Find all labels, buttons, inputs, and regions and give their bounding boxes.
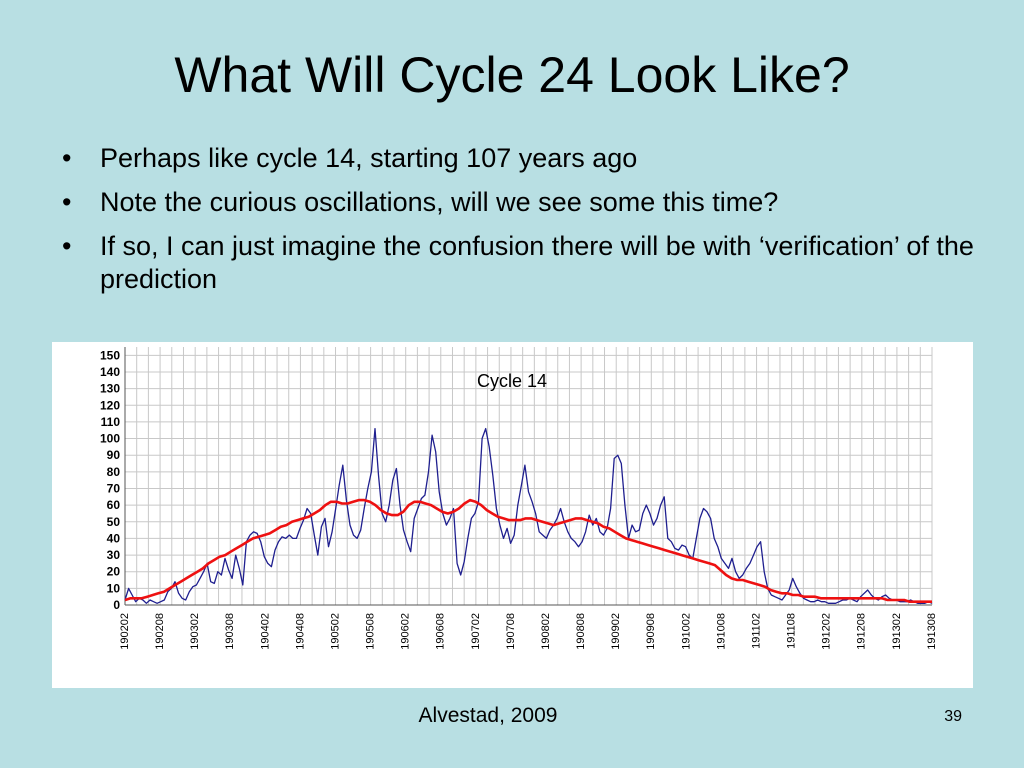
- slide-title: What Will Cycle 24 Look Like?: [174, 47, 850, 103]
- x-tick-label: 191008: [715, 613, 727, 650]
- x-tick-label: 190508: [365, 613, 377, 650]
- x-tick-label: 190802: [540, 613, 552, 650]
- x-tick-label: 190502: [329, 613, 341, 650]
- x-tick-label: 190402: [259, 613, 271, 650]
- x-tick-label: 190702: [470, 613, 482, 650]
- x-tick-label: 191102: [750, 613, 762, 649]
- y-tick-label: 90: [107, 448, 121, 462]
- y-tick-label: 100: [100, 432, 120, 446]
- x-tick-label: 190708: [505, 613, 517, 650]
- x-tick-label: 190302: [189, 613, 201, 650]
- bullet-text: If so, I can just imagine the confusion …: [100, 231, 974, 294]
- bullet-text: Perhaps like cycle 14, starting 107 year…: [100, 143, 638, 173]
- smoothed-series-line: [124, 498, 932, 604]
- y-tick-label: 60: [107, 498, 121, 512]
- chart-svg: 0 10 20 30 40 50 60 70 80 90 100 110 120 130 140 150 190…: [100, 347, 938, 650]
- x-tick-label: 190408: [294, 613, 306, 650]
- x-tick-label: 190902: [610, 613, 622, 650]
- y-tick-label: 120: [100, 398, 120, 412]
- bullet-list: • Perhaps like cycle 14, starting 107 yea…: [62, 142, 982, 307]
- chart-annotation: Cycle 14: [477, 371, 547, 391]
- bullet-text: Note the curious oscillations, will we s…: [100, 187, 779, 217]
- x-tick-label: 190808: [575, 613, 587, 650]
- citation: Alvestad, 2009: [418, 704, 558, 727]
- bullet-glyph: •: [62, 231, 72, 261]
- x-tick-label: 190308: [224, 613, 236, 650]
- x-tick-label: 191208: [856, 613, 868, 650]
- y-tick-label: 10: [107, 581, 121, 595]
- y-tick-label: 130: [100, 382, 120, 396]
- x-tick-label: 191202: [821, 613, 833, 650]
- y-tick-label: 0: [113, 598, 120, 612]
- x-tick-label: 191308: [926, 613, 938, 650]
- y-tick-label: 110: [101, 415, 121, 429]
- bullet-item: • Perhaps like cycle 14, starting 107 yea…: [62, 142, 982, 175]
- x-tick-label: 190908: [645, 613, 657, 650]
- sunspot-chart: 0 10 20 30 40 50 60 70 80 90 100 110 120 130 140 150 190…: [52, 342, 973, 688]
- x-tick-label: 190208: [154, 613, 166, 650]
- x-tick-label: 191002: [680, 613, 692, 650]
- slide-number: 39: [944, 708, 962, 725]
- x-tick-label: 190602: [400, 613, 412, 650]
- x-tick-label: 190202: [119, 613, 131, 650]
- y-tick-label: 30: [107, 548, 121, 562]
- x-tick-label: 191302: [891, 613, 903, 650]
- bullet-glyph: •: [62, 187, 72, 217]
- bullet-item: • If so, I can just imagine the confusion…: [62, 230, 982, 296]
- y-tick-label: 50: [107, 515, 121, 529]
- y-tick-label: 40: [107, 531, 121, 545]
- y-tick-label: 80: [107, 465, 121, 479]
- x-tick-label: 190608: [435, 613, 447, 650]
- monthly-series-line: [124, 427, 933, 604]
- bullet-item: • Note the curious oscillations, will we …: [62, 186, 982, 219]
- y-tick-label: 150: [100, 348, 120, 362]
- y-tick-label: 20: [107, 565, 121, 579]
- x-tick-label: 191108: [786, 613, 798, 649]
- y-tick-label: 70: [107, 481, 121, 495]
- y-tick-label: 140: [100, 365, 120, 379]
- bullet-glyph: •: [62, 143, 72, 173]
